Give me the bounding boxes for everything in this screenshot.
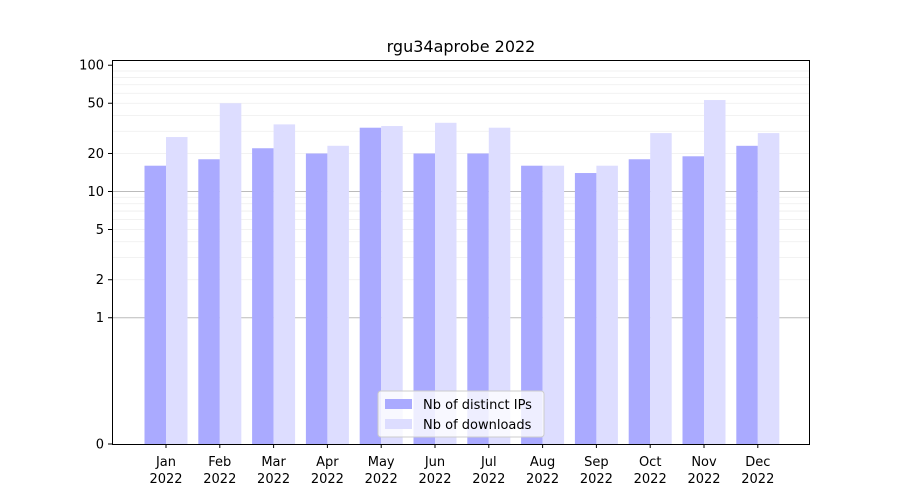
x-tick-label-month: Nov — [691, 455, 717, 470]
x-tick-label-year: 2022 — [203, 472, 236, 487]
bar-downloads — [435, 122, 457, 444]
bar-distinct-ips — [736, 145, 758, 444]
x-tick-label-month: Jul — [480, 455, 497, 470]
bar-distinct-ips — [574, 173, 597, 444]
x-tick-label-month: Sep — [584, 455, 609, 470]
y-tick-label: 100 — [79, 59, 104, 74]
legend-box — [377, 390, 545, 438]
x-tick-label-year: 2022 — [311, 472, 344, 487]
chart-title: rgu34aprobe 2022 — [387, 37, 536, 56]
x-tick-label-month: Jan — [155, 455, 176, 470]
bar-downloads — [650, 133, 672, 445]
bar-downloads — [542, 165, 565, 444]
legend-swatch — [385, 419, 412, 429]
x-tick-label-year: 2022 — [472, 472, 505, 487]
bar-downloads — [273, 124, 296, 444]
x-tick-label-month: Feb — [208, 455, 231, 470]
y-axis: 0 1 2 5 10 20 50 100 — [79, 59, 112, 453]
bars — [144, 100, 780, 445]
bar-downloads — [488, 127, 511, 445]
x-tick-label-year: 2022 — [149, 472, 182, 487]
y-tick-label: 10 — [87, 185, 104, 200]
x-tick-label-year: 2022 — [526, 472, 559, 487]
bar-downloads — [219, 103, 242, 444]
x-tick-label-month: Aug — [530, 455, 555, 470]
bar-downloads — [327, 145, 349, 444]
x-tick-label-year: 2022 — [741, 472, 774, 487]
legend-label: Nb of distinct IPs — [423, 398, 532, 413]
bar-distinct-ips — [413, 153, 435, 444]
x-tick-label-month: May — [368, 455, 395, 470]
x-axis: Jan 2022 Feb 2022 Mar 2022 Apr 2022 May 2022 Jun 20… — [149, 444, 774, 487]
x-tick-label-year: 2022 — [634, 472, 667, 487]
x-tick-label-month: Oct — [639, 455, 661, 470]
x-tick-label-month: Jun — [424, 455, 445, 470]
legend-label: Nb of downloads — [423, 418, 532, 433]
x-tick-label-year: 2022 — [257, 472, 290, 487]
x-tick-label-month: Dec — [745, 455, 770, 470]
x-tick-label-year: 2022 — [687, 472, 720, 487]
bar-downloads — [166, 137, 188, 444]
bar-distinct-ips — [359, 127, 382, 445]
x-tick-label-year: 2022 — [418, 472, 451, 487]
bar-distinct-ips — [467, 153, 489, 444]
y-tick-label: 1 — [96, 311, 104, 326]
y-tick-label: 0 — [96, 438, 104, 453]
bar-distinct-ips — [198, 159, 220, 445]
y-tick-label: 20 — [87, 147, 104, 162]
bar-downloads — [381, 126, 403, 444]
bar-distinct-ips — [628, 159, 651, 445]
bar-downloads — [704, 100, 726, 445]
bar-distinct-ips — [144, 165, 166, 444]
y-tick-label: 50 — [87, 97, 104, 112]
bar-distinct-ips — [521, 165, 543, 444]
x-tick-label-year: 2022 — [365, 472, 398, 487]
plot-frame — [112, 60, 810, 445]
bar-distinct-ips — [252, 148, 274, 444]
x-tick-label-year: 2022 — [580, 472, 613, 487]
bar-downloads — [757, 133, 780, 445]
y-tick-label: 2 — [96, 273, 104, 288]
legend: Nb of distinct IPs Nb of downloads — [377, 390, 545, 438]
bar-downloads — [596, 165, 618, 444]
bar-distinct-ips — [305, 153, 328, 444]
x-tick-label-month: Apr — [316, 455, 339, 470]
x-tick-label-month: Mar — [261, 455, 286, 470]
y-tick-label: 5 — [96, 223, 104, 238]
legend-swatch — [385, 399, 412, 409]
bar-distinct-ips — [682, 156, 704, 444]
